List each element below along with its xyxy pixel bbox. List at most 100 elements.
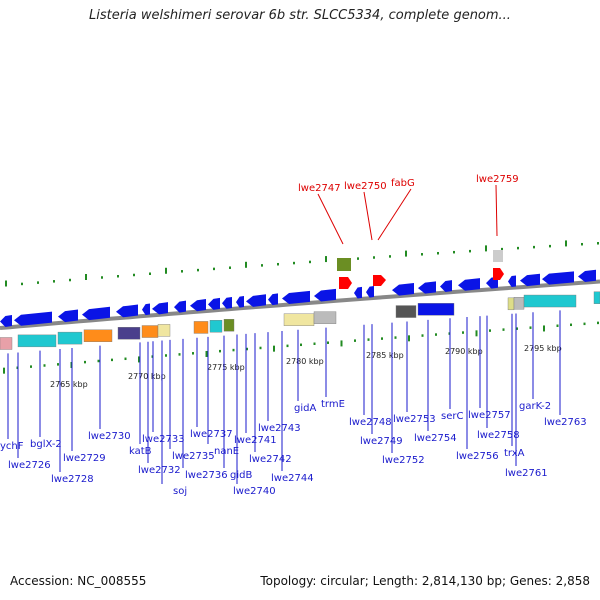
gene-label: lwe2743 [258, 423, 301, 434]
accession-info: Accession: NC_008555 [10, 574, 146, 588]
gene-label: lwe2744 [271, 473, 314, 484]
gene-arrow [246, 294, 266, 307]
gene-label: lwe2728 [51, 474, 94, 485]
gene-label: trxA [504, 448, 525, 459]
highlight-leader-line [317, 193, 344, 245]
gene-feature-block [57, 331, 83, 345]
gene-label: lwe2737 [190, 429, 233, 440]
ruler-tick-label: 2790 kbp [445, 347, 483, 356]
gene-feature-block [141, 325, 159, 338]
gene-feature-block [223, 318, 235, 332]
gene-arrow [152, 302, 168, 315]
gene-feature-block [523, 294, 577, 308]
gene-feature-block [417, 303, 455, 316]
length-value: 2,814,130 bp [421, 574, 502, 588]
gene-label: lwe2756 [456, 451, 499, 462]
gene-feature-block [209, 320, 223, 333]
highlighted-feature-block [337, 258, 351, 271]
gene-arrow [14, 311, 52, 326]
gene-arrow [314, 288, 336, 302]
highlighted-gene-arrow [493, 268, 504, 280]
gene-feature-block [0, 337, 13, 350]
gene-label: gidA [294, 403, 316, 414]
highlight-leader-line [495, 184, 498, 237]
gene-label: lwe2749 [360, 436, 403, 447]
gene-label: lwe2730 [88, 431, 131, 442]
ruler-tick-label: 2775 kbp [207, 363, 245, 372]
gene-label: trmE [321, 399, 345, 410]
gene-arrow [508, 275, 516, 288]
gene-label: garK-2 [519, 401, 551, 412]
ruler-tick-label: 2765 kbp [50, 380, 88, 389]
gene-arrow [268, 293, 278, 306]
gene-label: lwe2757 [468, 410, 511, 421]
gene-arrow [116, 304, 138, 318]
gene-feature-block [157, 324, 171, 337]
gene-arrow [82, 306, 110, 321]
genome-title: Listeria welshimeri serovar 6b str. SLCC… [89, 8, 511, 23]
gene-arrow [366, 285, 374, 298]
gene-arrow [440, 280, 452, 293]
genome-footer: Accession: NC_008555 Topology: circular;… [10, 574, 590, 592]
gene-label: serC [441, 411, 463, 422]
gene-feature-block [395, 305, 417, 318]
gene-arrow [542, 271, 574, 285]
ruler-tick-label: 2770 kbp [128, 372, 166, 381]
gene-label: lwe2732 [138, 465, 181, 476]
gene-label: lwe2733 [142, 434, 185, 445]
gene-arrow [236, 296, 244, 308]
gene-feature-block [513, 297, 525, 310]
gene-arrow [142, 303, 150, 316]
length-label: Length: [372, 574, 419, 588]
gene-label: lwe2726 [8, 460, 51, 471]
gene-feature-block [507, 297, 515, 311]
gene-arrow [458, 278, 480, 291]
gene-label: katB [129, 446, 152, 457]
gene-label: lwe2748 [349, 417, 392, 428]
gene-label: lwe2753 [393, 414, 436, 425]
highlighted-gene-label: fabG [391, 178, 415, 189]
gene-label: lwe2740 [233, 486, 276, 497]
ruler-tick-label: 2780 kbp [286, 357, 324, 366]
highlighted-feature-block [493, 250, 503, 262]
gene-label: lwe2736 [185, 470, 228, 481]
gene-label: lwe2761 [505, 468, 548, 479]
highlight-leader-line [377, 188, 412, 241]
gene-feature-block [17, 334, 57, 348]
highlighted-gene-label: lwe2750 [344, 181, 387, 192]
gene-label: lwe2763 [544, 417, 587, 428]
gene-feature-block [313, 311, 337, 324]
gene-arrow [222, 296, 232, 309]
gene-arrow [208, 297, 220, 310]
genes-value: 2,858 [555, 574, 590, 588]
gene-label: lwe2735 [172, 451, 215, 462]
genes-label: Genes: [509, 574, 552, 588]
highlighted-gene-arrow [373, 275, 386, 286]
gene-feature-block [193, 321, 209, 334]
gene-label: soj [173, 486, 187, 497]
gene-label: bglX-2 [30, 439, 62, 450]
accession-value: NC_008555 [77, 574, 147, 588]
highlighted-gene-arrow [339, 277, 352, 289]
genome-backbone [0, 279, 600, 330]
gene-feature-block [83, 329, 113, 342]
gene-arrow [174, 300, 186, 313]
gene-label: gidB [230, 470, 252, 481]
gene-label: lwe2742 [249, 454, 292, 465]
gene-label: lwe2729 [63, 453, 106, 464]
gene-label: ychF [0, 441, 24, 452]
ruler-tick-label: 2795 kbp [524, 344, 562, 353]
gene-label: lwe2758 [477, 430, 520, 441]
topology-value: circular [320, 574, 365, 588]
gene-label: lwe2752 [382, 455, 425, 466]
gene-feature-block [117, 327, 141, 340]
highlighted-gene-label: lwe2759 [476, 174, 519, 185]
gene-feature-block [593, 291, 600, 304]
gene-arrow [520, 273, 540, 287]
gene-label: nanE [214, 446, 239, 457]
ruler-tick-label: 2785 kbp [366, 351, 404, 360]
gene-arrow [190, 299, 206, 312]
highlighted-gene-label: lwe2747 [298, 183, 341, 194]
gene-arrow [58, 309, 78, 323]
